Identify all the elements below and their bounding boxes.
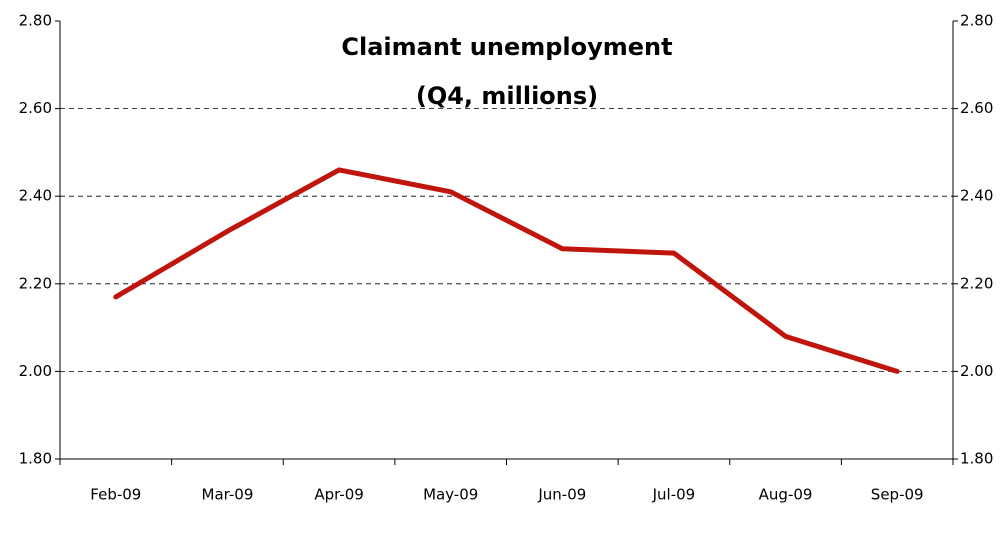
y2-tick-label: 2.00 (960, 362, 993, 380)
x-tick-label: Apr-09 (314, 486, 364, 504)
x-tick-label: Mar-09 (202, 486, 254, 504)
y-tick-label: 2.60 (19, 99, 52, 117)
data-line (113, 167, 900, 374)
y-tick-label: 2.20 (19, 274, 52, 292)
x-tick-label: Jun-09 (537, 486, 586, 504)
x-tick-label: May-09 (423, 486, 478, 504)
y2-tick-label: 2.80 (960, 12, 993, 30)
x-tick-label: Jul-09 (652, 486, 696, 504)
y-tick-label: 2.00 (19, 362, 52, 380)
y2-tick-label: 1.80 (960, 450, 993, 468)
y2-tick-label: 2.40 (960, 187, 993, 205)
y-tick-label: 2.80 (19, 12, 52, 30)
chart-subtitle: (Q4, millions) (416, 82, 598, 110)
chart-title: Claimant unemployment (341, 33, 672, 61)
y-tick-label: 2.40 (19, 187, 52, 205)
x-tick-label: Aug-09 (759, 486, 813, 504)
x-tick-label: Sep-09 (871, 486, 924, 504)
y2-tick-label: 2.20 (960, 274, 993, 292)
y-tick-label: 1.80 (19, 450, 52, 468)
y2-tick-label: 2.60 (960, 99, 993, 117)
x-tick-label: Feb-09 (90, 486, 141, 504)
